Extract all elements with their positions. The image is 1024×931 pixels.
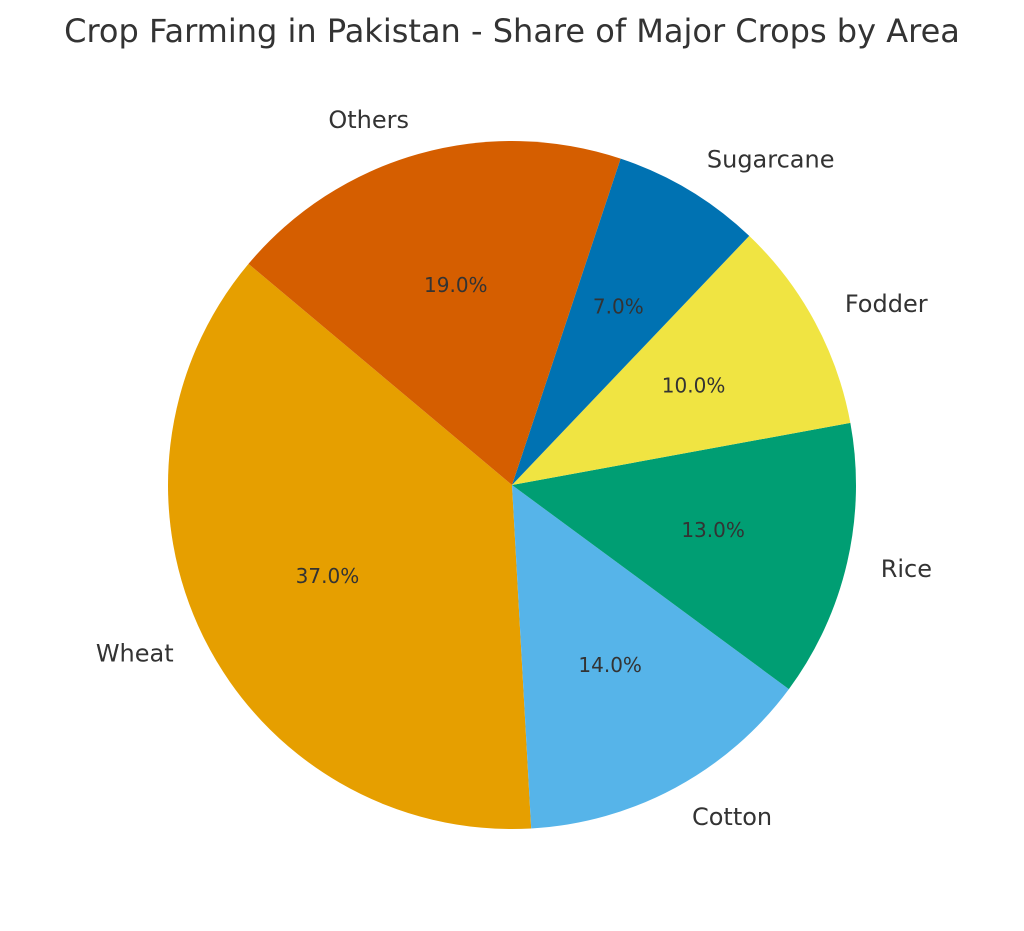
slice-percent-others: 19.0% bbox=[424, 273, 488, 297]
slice-percent-wheat: 37.0% bbox=[296, 564, 360, 588]
slice-label-sugarcane: Sugarcane bbox=[707, 146, 835, 174]
slice-label-cotton: Cotton bbox=[692, 803, 772, 831]
pie-slices bbox=[168, 141, 856, 829]
slice-percent-cotton: 14.0% bbox=[578, 653, 642, 677]
slice-label-rice: Rice bbox=[881, 555, 932, 583]
pie-slice-cotton bbox=[512, 485, 789, 829]
pie-slice-rice bbox=[512, 422, 856, 690]
slice-percent-rice: 13.0% bbox=[681, 518, 745, 542]
pie-slice-sugarcane bbox=[512, 158, 750, 485]
slice-label-wheat: Wheat bbox=[96, 639, 174, 667]
pie-slice-others bbox=[248, 141, 621, 485]
slice-percent-sugarcane: 7.0% bbox=[593, 295, 644, 319]
slice-label-fodder: Fodder bbox=[845, 290, 928, 318]
pie-slice-fodder bbox=[512, 235, 851, 485]
chart-title: Crop Farming in Pakistan - Share of Majo… bbox=[64, 12, 960, 50]
pie-labels: Wheat 37.0% Cotton 14.0% Rice 13.0% Fodder 10.0… bbox=[96, 106, 932, 831]
slice-percent-fodder: 10.0% bbox=[662, 373, 726, 397]
pie-slice-wheat bbox=[168, 263, 532, 829]
slice-label-others: Others bbox=[328, 106, 409, 134]
